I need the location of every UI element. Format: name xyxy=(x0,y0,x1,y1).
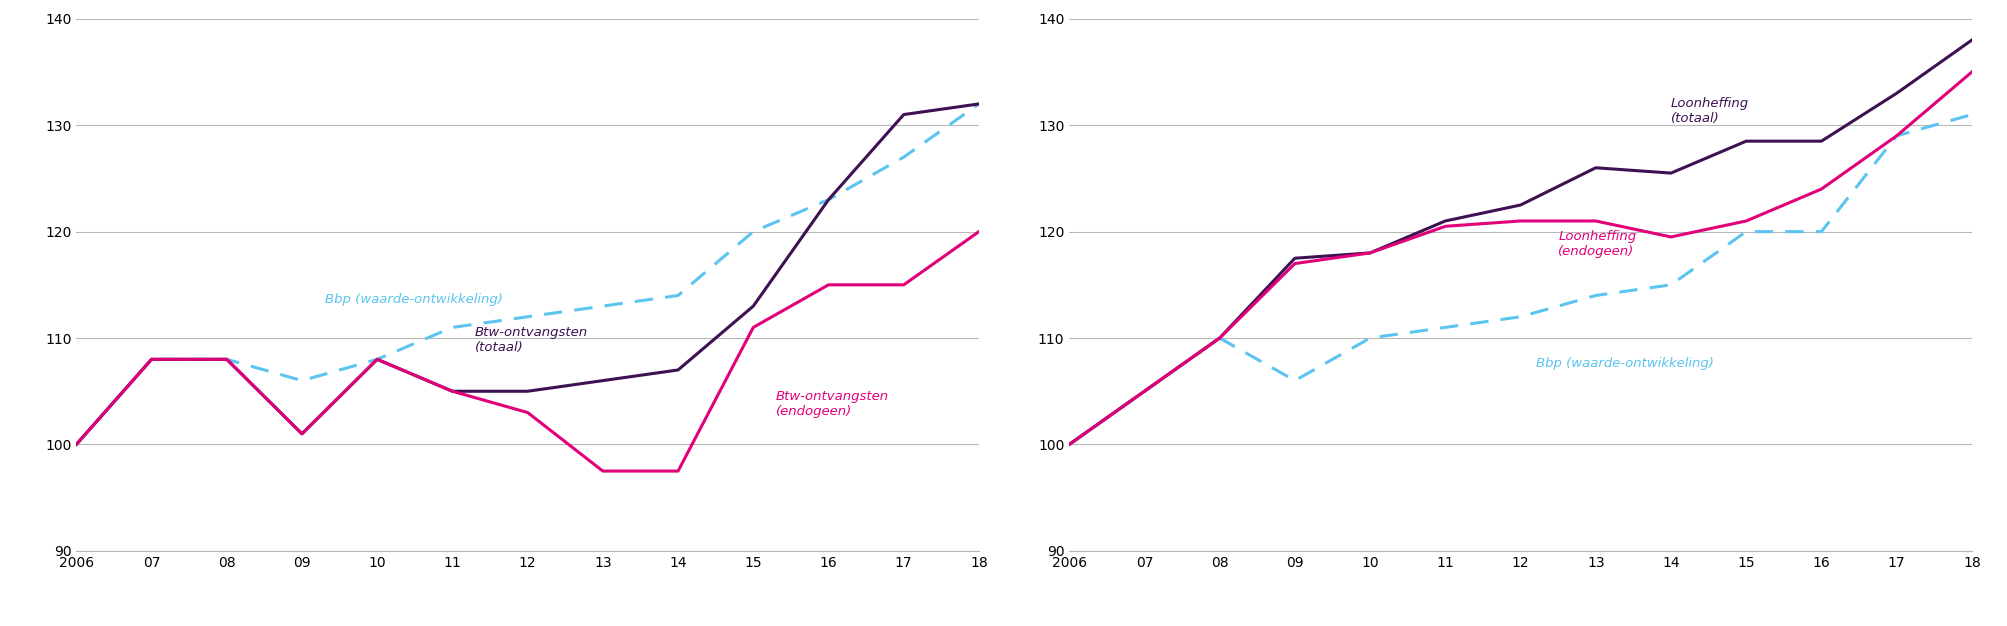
Text: Loonheffing
(totaal): Loonheffing (totaal) xyxy=(1670,97,1748,125)
Text: Btw-ontvangsten
(endogeen): Btw-ontvangsten (endogeen) xyxy=(775,390,889,418)
Text: Loonheffing
(endogeen): Loonheffing (endogeen) xyxy=(1557,230,1636,258)
Text: Btw-ontvangsten
(totaal): Btw-ontvangsten (totaal) xyxy=(476,326,588,354)
Text: Bbp (waarde-ontwikkeling): Bbp (waarde-ontwikkeling) xyxy=(1535,357,1712,370)
Text: Bbp (waarde-ontwikkeling): Bbp (waarde-ontwikkeling) xyxy=(325,293,502,306)
